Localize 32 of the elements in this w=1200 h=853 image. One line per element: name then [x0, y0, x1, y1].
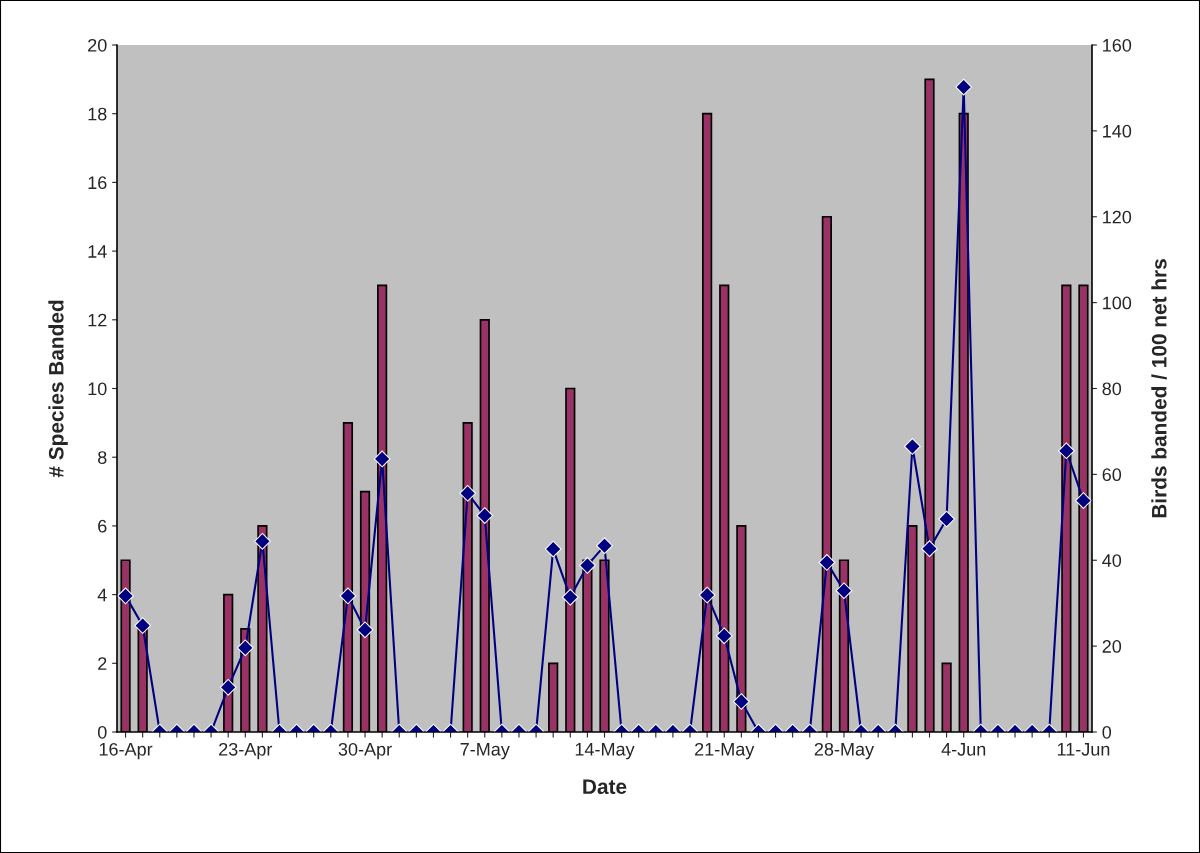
y2-tick-label: 140	[1103, 124, 1132, 138]
y2-tick-label: 80	[1102, 382, 1122, 396]
y2-tick-label: 60	[1102, 468, 1122, 482]
x-tick-label: 16-Apr	[99, 742, 153, 760]
y-tick-label: 6	[98, 519, 107, 533]
x-axis-title: Date	[583, 779, 627, 794]
y2-axis-title: Birds banded / 100 net hrs	[1151, 259, 1167, 518]
x-tick-label: 4-Jun	[941, 743, 986, 756]
y-tick-label: 4	[97, 588, 107, 602]
y-tick-label: 18	[88, 107, 107, 121]
y-tick-label: 2	[98, 657, 107, 670]
x-tick-label: 14-May	[575, 743, 635, 760]
y-tick-label: 16	[88, 176, 107, 190]
y2-tick-label: 0	[1102, 725, 1112, 739]
y2-tick-label: 100	[1103, 296, 1132, 310]
y-tick-label: 12	[88, 313, 107, 327]
y-tick-label: 14	[88, 245, 107, 258]
x-tick-label: 7-May	[460, 743, 510, 760]
x-tick-label: 21-May	[695, 742, 755, 760]
x-tick-label: 11-Jun	[1057, 743, 1110, 756]
y-axis-title: # Species Banded	[48, 300, 68, 478]
x-tick-label: 23-Apr	[219, 742, 273, 760]
y-tick-label: 10	[88, 382, 107, 396]
y-tick-label: 8	[98, 451, 107, 464]
y2-tick-label: 40	[1102, 554, 1122, 567]
y-tick-label: 0	[97, 725, 107, 739]
x-tick-label: 30-Apr	[338, 742, 392, 760]
y2-tick-label: 120	[1103, 210, 1132, 224]
y2-tick-label: 20	[1102, 640, 1122, 653]
x-tick-label: 28-May	[814, 742, 875, 760]
y2-tick-label: 160	[1103, 38, 1132, 52]
y-tick-label: 20	[88, 38, 107, 52]
